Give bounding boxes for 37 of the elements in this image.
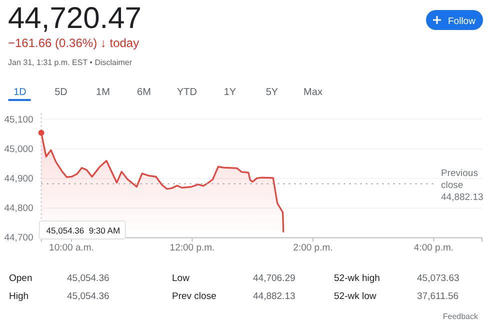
- y-tick-label: 45,000: [4, 144, 34, 155]
- chart-subtitle: −161.66 (0.36%) ↓ today: [8, 36, 140, 50]
- x-tick-label: 4:00 p.m.: [414, 242, 454, 254]
- text: 1D: [14, 87, 26, 98]
- follow-button: Follow: [426, 10, 483, 30]
- hover-tooltip: 45,054.36 9:30 AM: [38, 112, 126, 240]
- text: Low: [172, 273, 190, 284]
- text: Open: [9, 273, 32, 284]
- y-tick-label: 44,800: [4, 203, 34, 214]
- x-tick-label: 10:00 a.m.: [49, 242, 94, 254]
- text: 45,054.36: [67, 291, 110, 302]
- text: 5Y: [266, 87, 278, 98]
- ref-line-label: Previous close 44,882.13: [441, 168, 484, 203]
- text: Prev close: [172, 291, 216, 302]
- x-tick-label: 12:00 p.m.: [170, 242, 215, 254]
- text: High: [9, 291, 29, 302]
- text: 37,611.56: [417, 291, 459, 302]
- x-tick-label: 2:00 p.m.: [293, 242, 333, 254]
- chart-title: 44,720.47: [8, 2, 142, 35]
- text: 6M: [137, 87, 151, 98]
- text: 52-wk low: [334, 291, 376, 302]
- text: 1M: [96, 87, 110, 98]
- text: 44,706.29: [253, 273, 296, 284]
- text: 5D: [54, 87, 68, 98]
- text: Max: [304, 87, 322, 98]
- text: 44,882.13: [253, 291, 296, 302]
- text: Feedback: [442, 312, 479, 321]
- text: 45,073.63: [417, 273, 460, 284]
- y-tick-label: 44,900: [4, 174, 34, 185]
- text: YTD: [177, 87, 197, 98]
- y-tick-label: 44,700: [4, 232, 34, 244]
- text: Jan 31, 1:31 p.m. EST • Disclaimer: [8, 58, 132, 67]
- text: 45,054.36: [67, 273, 110, 284]
- text: 1Y: [224, 87, 236, 98]
- text: 52-wk high: [334, 273, 380, 284]
- y-tick-label: 45,100: [4, 114, 34, 126]
- annotation: 45,054.36 9:30 AM: [46, 226, 120, 236]
